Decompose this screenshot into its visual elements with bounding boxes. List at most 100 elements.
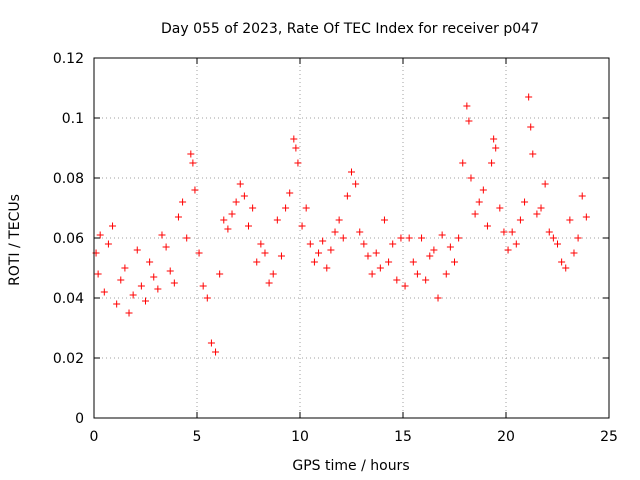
data-point (541, 180, 549, 188)
x-tick-label: 15 (394, 429, 412, 445)
data-point (512, 240, 520, 248)
data-point (465, 117, 473, 125)
data-point (385, 258, 393, 266)
x-tick-label: 0 (90, 429, 99, 445)
data-point (537, 204, 545, 212)
data-point (207, 339, 215, 347)
data-point (94, 270, 102, 278)
data-point (376, 264, 384, 272)
data-point (327, 246, 335, 254)
data-point (467, 174, 475, 182)
data-point (187, 150, 195, 158)
data-point (109, 222, 117, 230)
data-point (500, 228, 508, 236)
data-point (96, 231, 104, 239)
data-point (195, 249, 203, 257)
chart-title: Day 055 of 2023, Rate Of TEC Index for r… (161, 21, 539, 37)
data-point (372, 249, 380, 257)
data-point (438, 231, 446, 239)
data-point (183, 234, 191, 242)
x-tick-label: 5 (193, 429, 202, 445)
data-point (298, 222, 306, 230)
data-point (154, 285, 162, 293)
data-point (413, 270, 421, 278)
data-point (220, 216, 228, 224)
data-point (368, 270, 376, 278)
data-point (479, 186, 487, 194)
data-point (418, 234, 426, 242)
data-point (529, 150, 537, 158)
data-point (492, 144, 500, 152)
data-point (490, 135, 498, 143)
data-point (104, 240, 112, 248)
y-tick-label: 0 (75, 411, 84, 427)
data-point (249, 204, 257, 212)
data-point (245, 222, 252, 230)
data-point (253, 258, 261, 266)
x-axis-label: GPS time / hours (292, 458, 409, 474)
data-point (574, 234, 582, 242)
data-point (232, 198, 240, 206)
x-tick-label: 10 (291, 429, 309, 445)
data-point (179, 198, 187, 206)
data-point (527, 123, 535, 131)
data-point (348, 168, 355, 176)
data-point (191, 186, 199, 194)
data-point (113, 300, 121, 308)
data-point (310, 258, 318, 266)
y-tick-label: 0.06 (53, 231, 84, 247)
y-axis-ticks: 0 0.02 0.04 0.06 0.08 0.1 0.12 (53, 51, 609, 427)
data-point (282, 204, 290, 212)
data-point (216, 270, 224, 278)
data-point (142, 297, 149, 305)
data-point (504, 246, 512, 254)
data-point (277, 252, 285, 260)
data-point (236, 180, 244, 188)
data-point (475, 198, 483, 206)
data-point (339, 234, 347, 242)
y-tick-label: 0.04 (53, 291, 84, 307)
data-point (434, 294, 442, 302)
data-point (125, 309, 133, 317)
x-tick-label: 25 (600, 429, 618, 445)
data-point (228, 210, 236, 218)
data-point (158, 231, 166, 239)
data-point (265, 279, 273, 287)
data-point (199, 282, 207, 290)
data-point (117, 276, 125, 284)
data-point (442, 270, 450, 278)
data-point (426, 252, 434, 260)
data-point (508, 228, 516, 236)
data-point (356, 228, 364, 236)
data-point (554, 240, 561, 248)
data-point (446, 243, 454, 251)
data-point (455, 234, 463, 242)
data-point (170, 279, 178, 287)
data-point (133, 246, 141, 254)
data-point (335, 216, 343, 224)
x-axis-ticks: 0 5 10 15 20 25 (90, 58, 618, 445)
data-point (364, 252, 372, 260)
data-point (545, 228, 553, 236)
data-point (212, 348, 220, 356)
data-point (570, 249, 578, 257)
data-point (129, 291, 137, 299)
data-point (174, 213, 182, 221)
data-point (562, 264, 570, 272)
data-point (319, 237, 327, 245)
y-tick-label: 0.08 (53, 171, 84, 187)
data-point (294, 159, 302, 167)
data-point (269, 270, 277, 278)
data-point (261, 249, 269, 257)
data-point (315, 249, 323, 257)
data-point (162, 243, 170, 251)
data-point (430, 246, 438, 254)
data-point (516, 216, 524, 224)
data-point (121, 264, 129, 272)
data-point (292, 144, 300, 152)
data-point (306, 240, 314, 248)
data-point (566, 216, 574, 224)
data-point (483, 222, 491, 230)
data-point (137, 282, 145, 290)
